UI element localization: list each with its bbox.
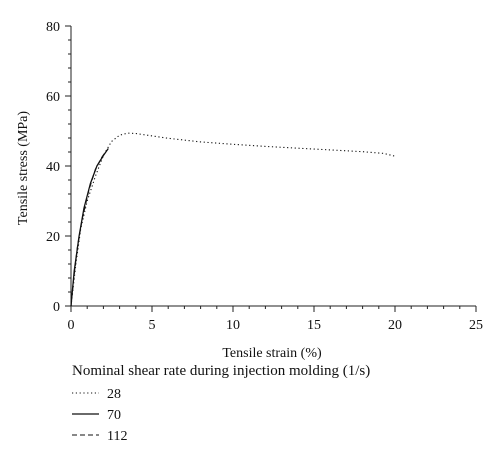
x-tick-label: 10 [226,318,240,333]
x-tick-label: 5 [149,318,156,333]
x-tick-label: 20 [388,318,402,333]
legend: 28 70 112 [72,387,127,444]
series-line-28 [70,132,396,307]
y-axis-title: Tensile stress (MPa) [16,111,31,225]
y-tick-label: 60 [46,90,60,105]
series-line-70 [70,148,109,307]
axes [70,26,476,307]
x-tick-label: 0 [68,318,75,333]
series-group [70,132,396,307]
legend-label-70: 70 [107,408,121,423]
y-tick-label: 0 [53,300,60,315]
y-tick-label: 40 [46,160,60,175]
y-tick-label: 80 [46,20,60,35]
x-axis-title: Tensile strain (%) [222,346,322,361]
ticks: 0 5 10 15 20 25 0 20 40 60 80 [46,20,483,333]
legend-title: Nominal shear rate during injection mold… [72,363,370,379]
series-line-112 [70,149,108,307]
y-tick-label: 20 [46,230,60,245]
legend-label-112: 112 [107,429,127,444]
x-tick-label: 25 [469,318,483,333]
x-tick-label: 15 [307,318,321,333]
legend-label-28: 28 [107,387,121,402]
